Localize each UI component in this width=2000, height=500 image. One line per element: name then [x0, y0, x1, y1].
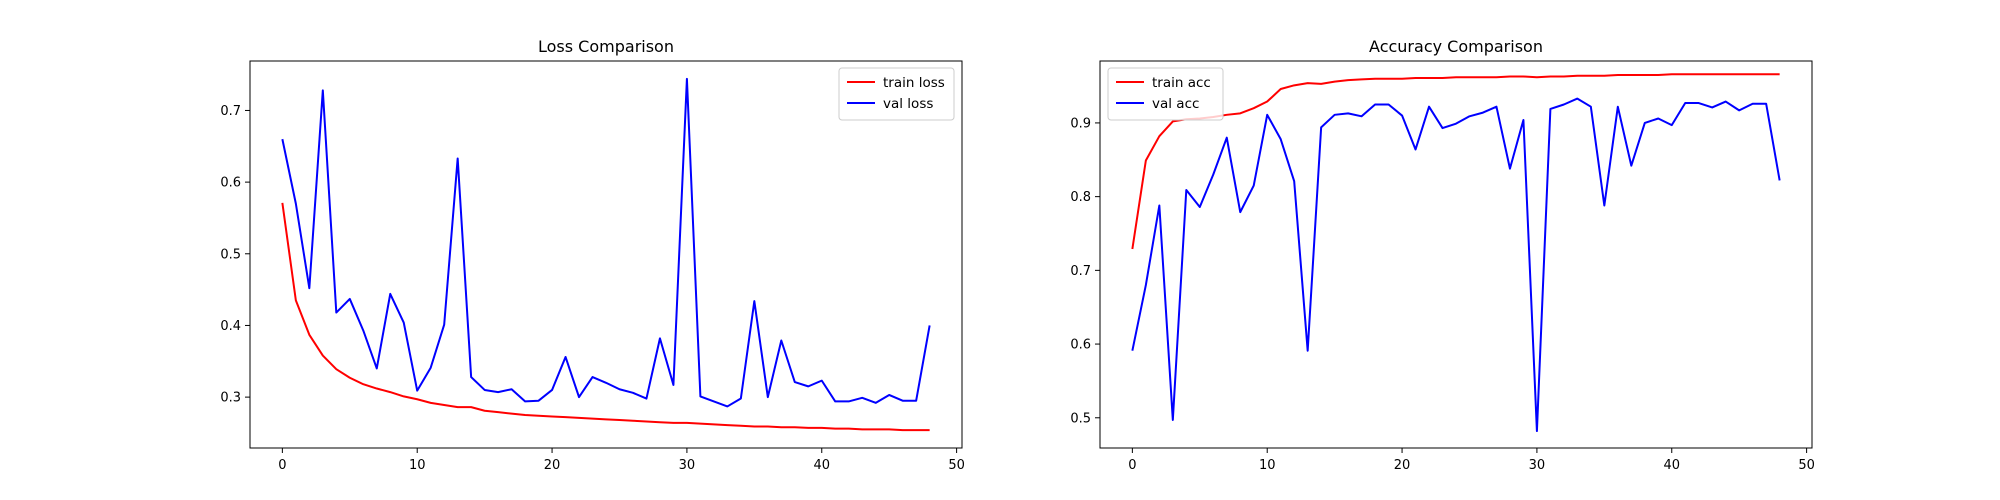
x-tick-label: 50: [1798, 458, 1815, 473]
chart-title: Accuracy Comparison: [1369, 37, 1543, 56]
val-loss-line: [281, 77, 931, 408]
x-tick-label: 20: [1394, 458, 1411, 473]
x-tick-label: 40: [813, 458, 830, 473]
plot-frame: [249, 60, 963, 449]
x-tick-label: 10: [1259, 458, 1276, 473]
legend-label-val-acc: val acc: [1152, 96, 1199, 112]
legend: train acc val acc: [1107, 67, 1224, 121]
x-tick-label: 30: [679, 458, 696, 473]
y-tick-label: 0.9: [1070, 116, 1091, 131]
y-tick-label: 0.8: [1070, 190, 1091, 205]
x-tick-label: 30: [1529, 458, 1546, 473]
y-tick-label: 0.7: [220, 104, 241, 119]
val-acc-line: [1131, 97, 1781, 433]
x-tick-label: 50: [948, 458, 965, 473]
plot-frame: [1099, 60, 1813, 449]
x-tick-label: 20: [544, 458, 561, 473]
legend-label-train-acc: train acc: [1152, 75, 1211, 91]
x-tick-label: 10: [409, 458, 426, 473]
x-tick-label: 0: [1128, 458, 1136, 473]
y-tick-label: 0.6: [1070, 338, 1091, 353]
y-tick-label: 0.5: [220, 247, 241, 262]
legend-label-train-loss: train loss: [883, 75, 945, 91]
train-acc-line: [1131, 73, 1780, 250]
x-tick-label: 40: [1663, 458, 1680, 473]
legend: train loss val loss: [838, 67, 955, 121]
y-tick-label: 0.7: [1070, 264, 1091, 279]
train-loss-line: [281, 202, 930, 432]
legend-label-val-loss: val loss: [883, 96, 933, 112]
x-tick-label: 0: [278, 458, 286, 473]
chart-title: Loss Comparison: [538, 37, 674, 56]
y-tick-label: 0.4: [220, 319, 241, 334]
accuracy-comparison-chart: 0 10 20 30 40 50 0.5 0.6 0.7 0.8 0.9 Accuracy Compa…: [1070, 37, 1815, 473]
y-tick-label: 0.5: [1070, 411, 1091, 426]
y-tick-label: 0.6: [220, 176, 241, 191]
y-tick-label: 0.3: [220, 391, 241, 406]
loss-comparison-chart: 0 10 20 30 40 50 0.3 0.4 0.5 0.6 0.7 Loss Compariso…: [220, 37, 965, 473]
